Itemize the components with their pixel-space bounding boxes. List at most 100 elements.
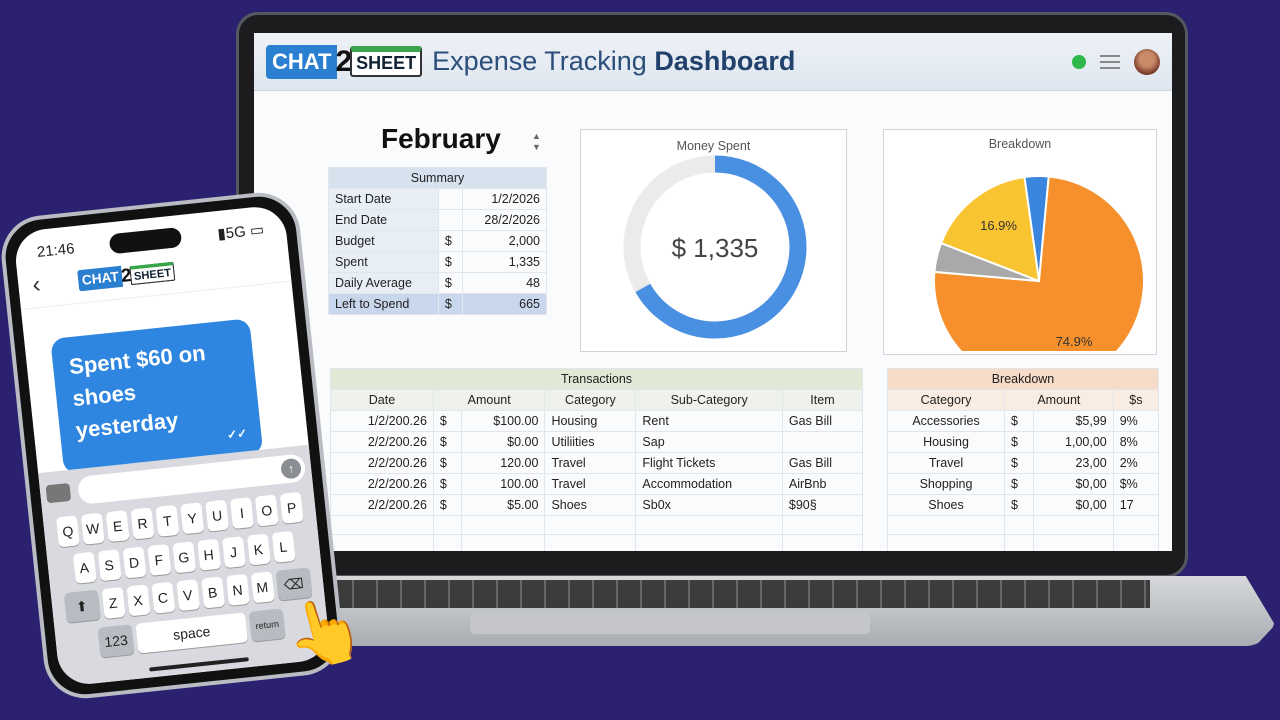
table-row[interactable]: 2/2/200.26 $ $5.00 Shoes Sb0x $90§ xyxy=(330,494,864,516)
key-t[interactable]: T xyxy=(155,504,180,537)
key-delete[interactable]: ⌫ xyxy=(275,567,313,601)
key-x[interactable]: X xyxy=(125,584,151,617)
key-d[interactable]: D xyxy=(122,546,147,579)
key-n[interactable]: N xyxy=(225,573,250,606)
table-cell: 100.00 xyxy=(461,473,546,495)
table-cell: $ xyxy=(1004,410,1035,432)
key-g[interactable]: G xyxy=(171,541,196,574)
summary-row: Left to Spend $665 xyxy=(328,293,547,315)
summary-table: Summary Start Date 1/2/2026 End Date 28/2/2… xyxy=(328,167,547,315)
table-row[interactable]: Accessories $ $5,99 9% xyxy=(886,410,1160,432)
table-cell: $ xyxy=(1004,431,1035,453)
pie-slice xyxy=(939,175,1041,283)
table-cell: $ xyxy=(432,431,463,453)
dashboard-screen: CHAT 2 SHEET Expense Tracking Dashboard Fe… xyxy=(254,33,1172,551)
column-header: Sub-Category xyxy=(635,389,783,411)
key-q[interactable]: Q xyxy=(55,515,80,548)
table-cell: $ xyxy=(432,410,463,432)
empty-row[interactable] xyxy=(330,534,864,551)
summary-label: End Date xyxy=(328,209,439,231)
back-icon[interactable]: ‹ xyxy=(31,270,42,299)
key-w[interactable]: W xyxy=(80,512,105,545)
table-cell: 8% xyxy=(1112,431,1160,453)
table-cell: Travel xyxy=(544,473,637,495)
table-row[interactable]: Shoes $ $0,00 17 xyxy=(886,494,1160,516)
table-cell: Flight Tickets xyxy=(635,452,783,474)
summary-row: End Date 28/2/2026 xyxy=(328,209,547,231)
empty-row[interactable] xyxy=(886,515,1160,535)
key-j[interactable]: J xyxy=(221,536,246,569)
key-shift[interactable]: ⬆ xyxy=(63,589,101,624)
table-row[interactable]: 2/2/200.26 $ $0.00 Utiliities Sap xyxy=(330,431,864,453)
table-cell: $ xyxy=(1004,494,1035,516)
table-row[interactable]: Housing $1,00,00 8% xyxy=(886,431,1160,453)
table-cell: $0,00 xyxy=(1033,494,1114,516)
avatar[interactable] xyxy=(1134,48,1160,75)
key-b[interactable]: B xyxy=(200,576,225,609)
table-row[interactable]: 1/2/200.26 $ $100.00 Housing Rent Gas Bill xyxy=(330,410,864,432)
empty-row[interactable] xyxy=(330,515,864,535)
month-select[interactable]: February xyxy=(381,123,501,154)
money-spent-card: Money Spent $ 1,335 xyxy=(580,129,847,352)
table-row[interactable]: Shopping $ $0,00 $% xyxy=(886,473,1160,495)
key-h[interactable]: H xyxy=(196,538,221,571)
table-cell: 9% xyxy=(1112,410,1160,432)
summary-value: 1,335 xyxy=(462,251,547,273)
table-row[interactable]: 2/2/200.26 $100.00 Travel Accommodation AirB… xyxy=(330,473,864,495)
key-k[interactable]: K xyxy=(246,533,271,566)
key-m[interactable]: M xyxy=(250,571,275,604)
key-e[interactable]: E xyxy=(105,510,130,543)
summary-currency: $ xyxy=(437,251,464,273)
table-cell: $0,00 xyxy=(1033,473,1114,495)
summary-row: Spent $1,335 xyxy=(328,251,547,273)
key-p[interactable]: P xyxy=(279,491,304,524)
key-s[interactable]: S xyxy=(97,549,122,582)
table-cell: 2/2/200.26 xyxy=(330,431,434,453)
summary-currency: $ xyxy=(437,272,464,294)
table-cell xyxy=(781,431,864,453)
menu-icon[interactable] xyxy=(1100,54,1120,69)
key-a[interactable]: A xyxy=(72,551,97,584)
table-cell: 2/2/200.26 xyxy=(330,494,434,516)
page-title: Expense Tracking Dashboard xyxy=(432,46,795,77)
message-bubble: Spent $60 on shoes yesterday ✓✓ xyxy=(50,318,264,475)
table-cell: $% xyxy=(1112,473,1160,495)
laptop-keyboard xyxy=(330,580,1150,608)
column-header: Item xyxy=(781,389,864,411)
column-header: Date xyxy=(330,389,434,411)
key-o[interactable]: O xyxy=(254,494,279,527)
pie-label: 16.9% xyxy=(980,218,1017,233)
key-i[interactable]: I xyxy=(229,497,254,530)
key-space[interactable]: space xyxy=(135,612,248,654)
summary-label: Spent xyxy=(328,251,439,273)
key-f[interactable]: F xyxy=(146,543,171,577)
table-row[interactable]: 2/2/200.26 $120.00 Travel Flight Tickets Gas… xyxy=(330,452,864,474)
table-cell: Utiliities xyxy=(544,431,637,453)
home-indicator xyxy=(149,657,249,672)
key-c[interactable]: C xyxy=(150,581,175,614)
table-cell: 1/2/200.26 xyxy=(330,410,434,432)
send-icon[interactable]: ↑ xyxy=(280,457,303,480)
table-cell: Rent xyxy=(635,410,783,432)
summary-label: Budget xyxy=(328,230,439,252)
key-numbers[interactable]: 123 xyxy=(97,624,135,658)
camera-icon[interactable] xyxy=(45,482,72,504)
chevron-updown-icon[interactable]: ▲ ▼ xyxy=(532,131,541,152)
table-row[interactable]: Travel $23,00 2% xyxy=(886,452,1160,474)
key-v[interactable]: V xyxy=(175,579,200,612)
summary-currency: $ xyxy=(437,293,464,315)
key-r[interactable]: R xyxy=(130,507,155,540)
key-y[interactable]: Y xyxy=(180,502,205,535)
key-l[interactable]: L xyxy=(271,530,296,563)
breakdown-table-title: Breakdown xyxy=(887,368,1159,390)
table-cell: 17 xyxy=(1112,494,1160,516)
empty-row[interactable] xyxy=(886,534,1160,551)
breakdown-table: Breakdown Category Amount $s Accessories $ $… xyxy=(886,368,1160,551)
table-cell: Sap xyxy=(635,431,783,453)
key-z[interactable]: Z xyxy=(101,586,126,620)
summary-title: Summary xyxy=(328,167,547,189)
key-u[interactable]: U xyxy=(205,499,230,532)
summary-currency: $ xyxy=(437,230,464,252)
summary-value: 1/2/2026 xyxy=(462,188,547,210)
table-cell: Accommodation xyxy=(635,473,783,495)
